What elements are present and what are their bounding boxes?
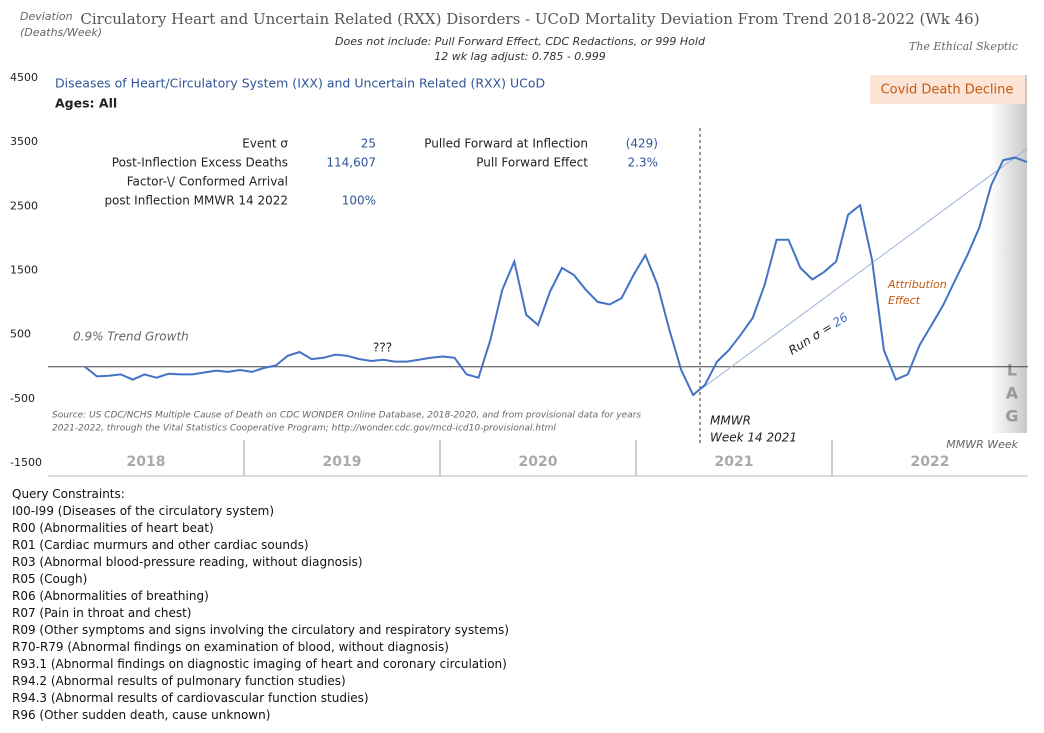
query-item: R09 (Other symptoms and signs involving … <box>12 623 509 637</box>
query-item: R94.3 (Abnormal results of cardiovascula… <box>12 691 369 705</box>
y-tick-label: 3500 <box>10 135 38 148</box>
y-label: (Deaths/Week) <box>20 26 102 39</box>
trend-note: 0.9% Trend Growth <box>73 330 189 344</box>
x-label: MMWR Week <box>946 438 1018 451</box>
x-tick-label: 2018 <box>127 454 166 470</box>
query-item: R94.2 (Abnormal results of pulmonary fun… <box>12 674 346 688</box>
attribution: Effect <box>888 294 921 307</box>
stat-label: Event σ <box>242 137 288 151</box>
query-item: R05 (Cough) <box>12 572 88 586</box>
query-item: R06 (Abnormalities of breathing) <box>12 589 209 603</box>
y-tick-label: 4500 <box>10 71 38 84</box>
lag-region <box>990 75 1027 433</box>
pull-label: Pull Forward Effect <box>476 156 588 170</box>
y-tick-label: -500 <box>10 392 35 405</box>
pull-value: 2.3% <box>628 156 659 170</box>
query-item: R96 (Other sudden death, cause unknown) <box>12 708 271 722</box>
y-tick-label: 1500 <box>10 264 38 277</box>
query-item: R07 (Pain in throat and chest) <box>12 606 192 620</box>
chart-title: Circulatory Heart and Uncertain Related … <box>80 10 979 28</box>
query-constraints: Query Constraints: I00-I99 (Diseases of … <box>12 486 509 724</box>
pull-value: (429) <box>626 137 658 151</box>
stat-label: Post-Inflection Excess Deaths <box>112 156 288 170</box>
run-value: 26 <box>830 310 851 330</box>
run-annotation: Run σ = 26 <box>786 310 851 358</box>
query-item: R93.1 (Abnormal findings on diagnostic i… <box>12 657 507 671</box>
covid-box <box>870 75 1025 104</box>
stat-label: Factor-\/ Conformed Arrival <box>127 175 288 189</box>
subtitle: 12 wk lag adjust: 0.785 - 0.999 <box>434 50 606 63</box>
query-item: R70-R79 (Abnormal findings on examinatio… <box>12 640 449 654</box>
query-item: R00 (Abnormalities of heart beat) <box>12 521 214 535</box>
ages: Ages: All <box>55 96 117 111</box>
subtitle: Does not include: Pull Forward Effect, C… <box>335 35 706 48</box>
query-item: R03 (Abnormal blood-pressure reading, wi… <box>12 555 363 569</box>
x-tick-label: 2020 <box>519 454 558 470</box>
query-title: Query Constraints: <box>12 487 125 501</box>
query-item: R01 (Cardiac murmurs and other cardiac s… <box>12 538 309 552</box>
series-line <box>84 156 1028 397</box>
run-trend-line <box>692 148 1028 396</box>
lag-label: LAG <box>1003 361 1022 430</box>
y-tick-label: 500 <box>10 328 31 341</box>
x-tick-label: 2019 <box>323 454 362 470</box>
inflection-label: Week 14 2021 <box>710 431 797 445</box>
run-label: Run σ = <box>786 320 835 358</box>
y-label: Deviation <box>20 10 73 23</box>
source: Source: US CDC/NCHS Multiple Cause of De… <box>52 411 641 421</box>
y-tick-label: 2500 <box>10 199 38 212</box>
y-tick-label: -1500 <box>10 456 42 469</box>
chart: Covid Death Decline LAG Deviation (Death… <box>10 10 1028 477</box>
watermark: The Ethical Skeptic <box>909 40 1018 53</box>
query-item: I00-I99 (Diseases of the circulatory sys… <box>12 504 275 518</box>
x-tick-label: 2022 <box>911 454 950 470</box>
series-name: Diseases of Heart/Circulatory System (IX… <box>55 76 545 91</box>
stat-value: 114,607 <box>326 156 376 170</box>
stat-label: post Inflection MMWR 14 2022 <box>104 194 288 208</box>
pull-label: Pulled Forward at Inflection <box>424 137 588 151</box>
stat-value: 100% <box>342 194 376 208</box>
x-tick-label: 2021 <box>715 454 754 470</box>
covid-box-label: Covid Death Decline <box>881 83 1014 98</box>
attribution: Attribution <box>887 278 947 291</box>
source: 2021-2022, through the Vital Statistics … <box>52 424 556 434</box>
question: ??? <box>373 341 392 355</box>
inflection-label: MMWR <box>710 414 751 428</box>
stat-value: 25 <box>361 137 376 151</box>
